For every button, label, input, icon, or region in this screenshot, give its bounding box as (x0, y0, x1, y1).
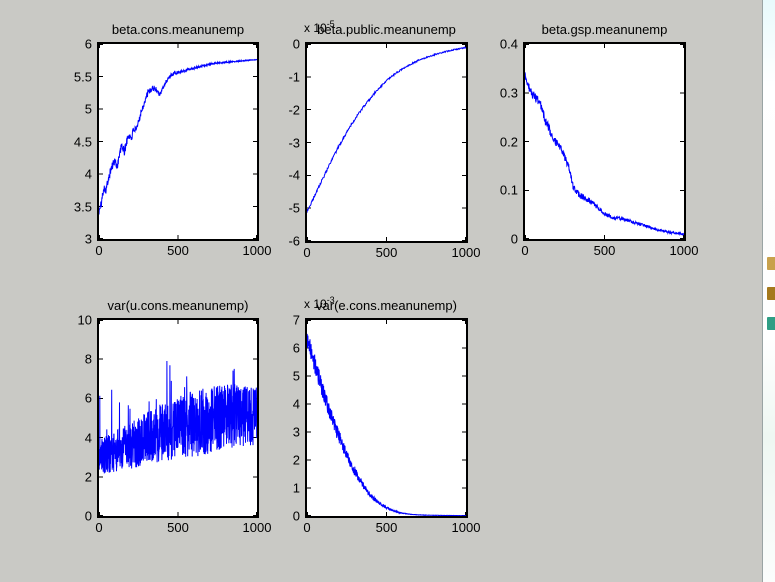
y-tick-label: 6 (84, 390, 92, 406)
subplot-var-u-cons-meanunemp: var(u.cons.meanunemp) 0 2 4 6 8 10 0 500 1000 (78, 299, 272, 535)
y-tick-label: 4 (84, 430, 92, 446)
y-tick-label: 8 (84, 351, 92, 367)
data-series-line (307, 46, 466, 213)
x-tick-label: 1000 (669, 243, 699, 258)
data-series-line (99, 58, 257, 215)
x-tick-label: 1000 (242, 520, 272, 535)
x-tick-label: 0 (95, 520, 103, 535)
plot-area (307, 44, 466, 241)
y-tick-label: 7 (292, 312, 300, 328)
y-tick-label: 3 (84, 231, 92, 247)
background-window-sliver (762, 0, 775, 582)
y-tick-label: 3.5 (73, 199, 92, 214)
subplot-title: beta.cons.meanunemp (111, 22, 245, 37)
y-tick-label: 5.5 (73, 69, 92, 84)
x-tick-label: 1000 (451, 245, 481, 260)
y-tick-label: 0.4 (499, 36, 518, 52)
y-tick-label: -6 (288, 233, 300, 249)
teal-icon (767, 317, 775, 330)
y-tick-label: -4 (288, 167, 300, 183)
subplot-var-e-cons-meanunemp: var(e.cons.meanunemp) x 10-3 0 1 2 3 4 5 6 7 0 50… (293, 295, 481, 534)
y-tick-label: 0.3 (499, 85, 518, 101)
x-tick-label: 500 (593, 243, 616, 258)
y-tick-label: -2 (288, 102, 300, 118)
data-series-line (99, 360, 257, 474)
y-tick-label: 0 (292, 508, 300, 524)
y-tick-label: 3 (292, 424, 300, 440)
x-tick-label: 0 (521, 243, 529, 258)
gold-icon (767, 287, 775, 300)
y-tick-label: 2 (84, 469, 92, 485)
x-tick-label: 500 (375, 245, 398, 260)
x-tick-label: 0 (303, 245, 311, 260)
subplot-title: var(e.cons.meanunemp) (316, 298, 457, 313)
plot-area (525, 44, 684, 239)
y-tick-label: 4 (84, 166, 92, 182)
subplot-beta-public-meanunemp: beta.public.meanunemp x 10-5 -6 -5 -4 -3 -2 -… (288, 19, 480, 259)
y-tick-label: 4.5 (73, 134, 92, 149)
y-tick-label: 2 (292, 452, 300, 468)
y-tick-label: 0.1 (499, 182, 518, 198)
subplot-title: var(u.cons.meanunemp) (107, 298, 249, 313)
y-tick-label: 0 (510, 231, 518, 247)
subplot-beta-cons-meanunemp: beta.cons.meanunemp 3 3.5 4 4.5 5 5.5 6 0 500 100… (74, 23, 272, 258)
y-tick-label: -1 (288, 69, 300, 85)
subplot-title: beta.public.meanunemp (317, 22, 456, 37)
plot-area (99, 44, 257, 239)
y-tick-label: 6 (84, 36, 92, 52)
y-tick-label: 5 (292, 368, 300, 384)
y-tick-label: 5 (84, 101, 92, 117)
y-tick-label: 1 (292, 480, 300, 496)
plot-area (307, 320, 466, 516)
subplot-title: beta.gsp.meanunemp (541, 22, 668, 37)
x-tick-label: 1000 (451, 520, 481, 535)
x-tick-label: 0 (303, 520, 311, 535)
data-series-line (307, 333, 466, 516)
y-tick-label: -5 (288, 200, 300, 216)
y-tick-label: 10 (77, 312, 92, 328)
y-axis-scale-label: x 10-5 (304, 19, 335, 35)
y-tick-label: 6 (292, 340, 300, 356)
data-series-line (525, 72, 684, 237)
y-tick-label: -3 (288, 135, 300, 150)
x-tick-label: 500 (167, 243, 189, 258)
x-tick-label: 1000 (242, 243, 272, 258)
plot-area (99, 320, 257, 516)
olive-icon (767, 257, 775, 270)
y-tick-label: 0 (84, 508, 92, 524)
y-tick-label: 4 (292, 396, 300, 412)
subplot-beta-gsp-meanunemp: beta.gsp.meanunemp 0 0.1 0.2 0.3 0.4 0 500 1000 (500, 23, 699, 258)
y-tick-label: 0.2 (499, 134, 518, 149)
x-tick-label: 500 (167, 520, 189, 535)
x-tick-label: 0 (95, 243, 103, 258)
y-tick-label: 0 (292, 36, 300, 52)
x-tick-label: 500 (375, 520, 398, 535)
y-axis-scale-label: x 10-3 (304, 295, 335, 311)
